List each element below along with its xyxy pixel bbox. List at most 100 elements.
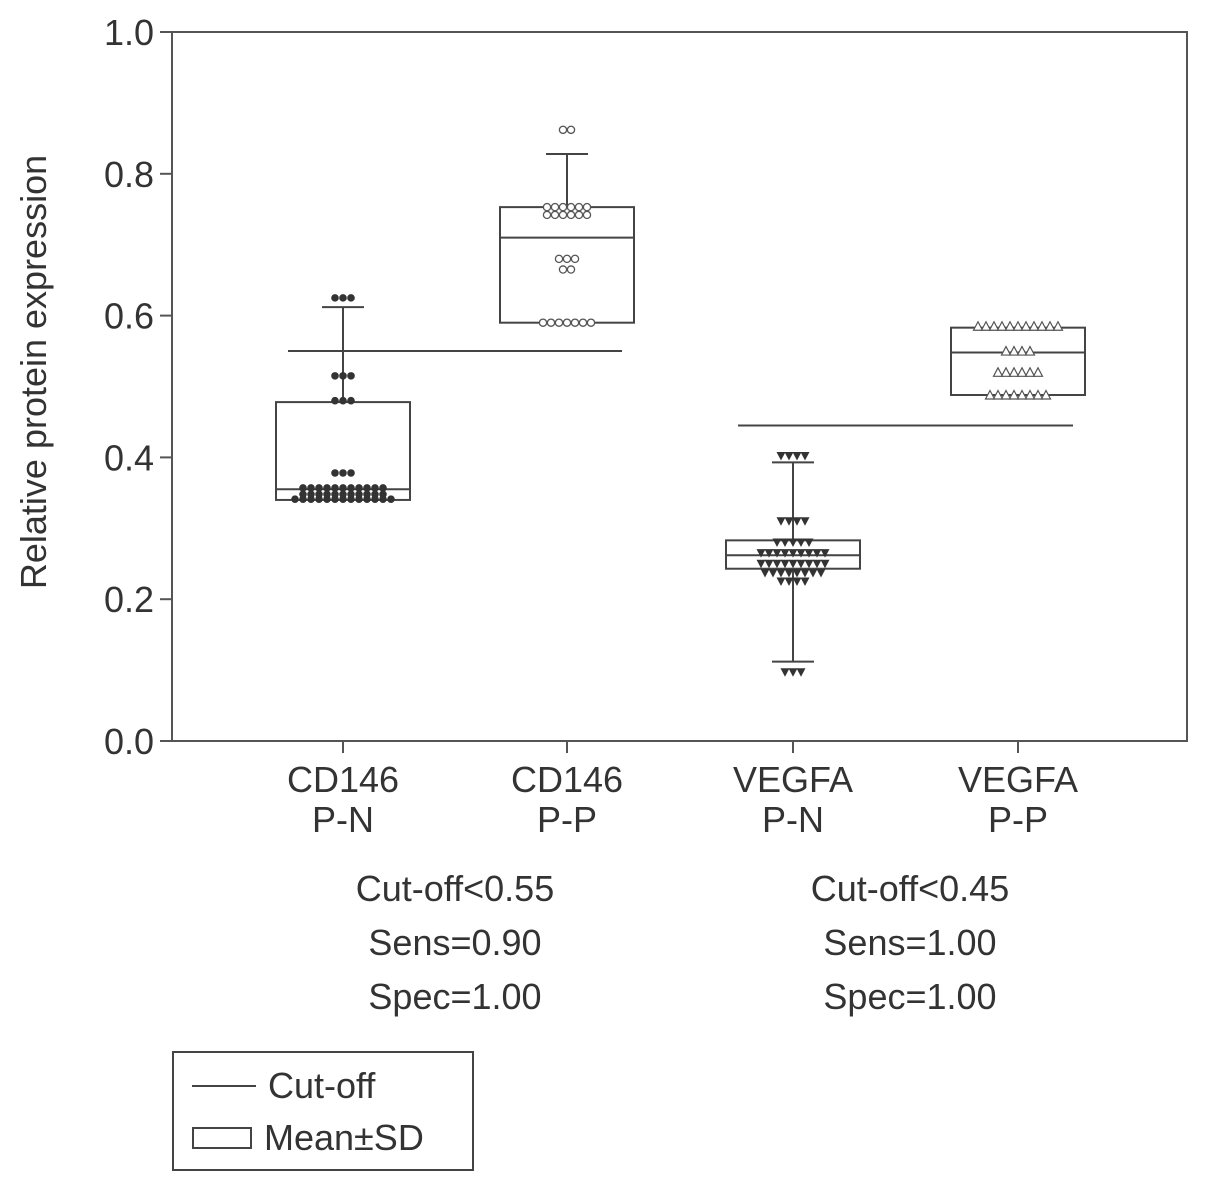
data-point — [1008, 345, 1020, 356]
data-point — [796, 668, 806, 677]
data-point — [363, 484, 371, 492]
x-tick-label: VEGFA — [733, 759, 853, 800]
data-point — [566, 202, 576, 212]
data-point — [788, 668, 798, 677]
data-point — [1000, 389, 1012, 400]
data-point — [363, 495, 371, 504]
data-point — [760, 568, 770, 578]
data-point — [307, 495, 315, 504]
data-point — [784, 451, 794, 461]
cutoff-line-swatch — [192, 1085, 256, 1087]
data-point — [542, 202, 552, 212]
data-point — [788, 559, 798, 569]
data-point — [550, 210, 560, 220]
data-point — [578, 318, 588, 327]
data-point — [347, 396, 355, 405]
data-point — [379, 495, 387, 504]
data-point — [812, 559, 822, 569]
data-point — [820, 549, 830, 558]
data-point — [804, 559, 814, 569]
data-point — [315, 495, 323, 504]
data-point — [331, 484, 339, 492]
data-point — [307, 484, 315, 492]
data-point — [784, 568, 794, 578]
data-point — [379, 484, 387, 492]
data-point — [562, 254, 572, 264]
data-point — [788, 538, 798, 547]
data-point — [339, 396, 347, 405]
boxes — [275, 152, 1086, 663]
data-point — [756, 559, 766, 569]
data-point — [347, 469, 355, 477]
data-point — [331, 396, 339, 405]
data-point — [347, 294, 355, 302]
y-tick-label: 0.0 — [104, 721, 154, 762]
data-point — [784, 577, 794, 586]
data-point — [1024, 366, 1036, 377]
data-point — [792, 517, 802, 526]
y-tick-label: 0.2 — [104, 579, 154, 620]
y-tick-label: 0.8 — [104, 154, 154, 195]
y-axis-label: Relative protein expression — [13, 155, 54, 589]
data-point — [1008, 366, 1020, 377]
data-point — [788, 549, 798, 558]
stats-block-vegfa: Cut-off<0.45 Sens=1.00 Spec=1.00 — [750, 862, 1070, 1024]
data-point — [1044, 320, 1056, 331]
data-points — [291, 125, 1064, 677]
data-point — [339, 372, 347, 380]
data-point — [780, 559, 790, 569]
box-swatch — [192, 1127, 252, 1149]
data-point — [1004, 320, 1016, 331]
data-point — [558, 125, 568, 135]
data-point — [323, 484, 331, 492]
data-point — [980, 320, 992, 331]
data-point — [566, 210, 576, 220]
data-point — [992, 366, 1004, 377]
data-point — [1008, 389, 1020, 400]
data-point — [574, 210, 584, 220]
data-point — [800, 517, 810, 526]
y-tick-label: 0.4 — [104, 437, 154, 478]
data-point — [992, 389, 1004, 400]
data-point — [315, 484, 323, 492]
data-point — [347, 484, 355, 492]
data-point — [291, 495, 299, 504]
data-point — [562, 318, 572, 327]
y-tick-label: 1.0 — [104, 12, 154, 53]
legend: Cut-off Mean±SD — [172, 1051, 474, 1171]
data-point — [582, 210, 592, 220]
cutoff-lines — [288, 350, 1073, 427]
data-point — [1040, 389, 1052, 400]
legend-item-mean-sd: Mean±SD — [192, 1115, 424, 1161]
data-point — [347, 372, 355, 380]
data-point — [1000, 345, 1012, 356]
mean-sd-box — [950, 326, 1086, 397]
stats-block-cd146: Cut-off<0.55 Sens=0.90 Spec=1.00 — [295, 862, 615, 1024]
data-point — [792, 568, 802, 578]
data-point — [558, 202, 568, 212]
data-point — [550, 202, 560, 212]
data-point — [331, 294, 339, 302]
data-point — [800, 577, 810, 586]
data-point — [1032, 389, 1044, 400]
data-point — [339, 484, 347, 492]
data-point — [546, 318, 556, 327]
data-point — [820, 559, 830, 569]
data-point — [566, 265, 576, 274]
legend-item-cutoff: Cut-off — [192, 1063, 375, 1109]
data-point — [772, 538, 782, 547]
x-tick-label: P-N — [312, 799, 374, 840]
data-point — [371, 484, 379, 492]
x-tick-label: VEGFA — [958, 759, 1078, 800]
data-point — [538, 318, 548, 327]
data-point — [1012, 320, 1024, 331]
data-point — [347, 495, 355, 504]
data-point — [984, 389, 996, 400]
cutoff-text: Cut-off<0.45 — [810, 868, 1010, 909]
data-point — [371, 495, 379, 504]
data-point — [558, 210, 568, 220]
data-point — [756, 549, 766, 558]
data-point — [1052, 320, 1064, 331]
data-point — [812, 549, 822, 558]
specificity-text: Spec=1.00 — [823, 976, 997, 1017]
